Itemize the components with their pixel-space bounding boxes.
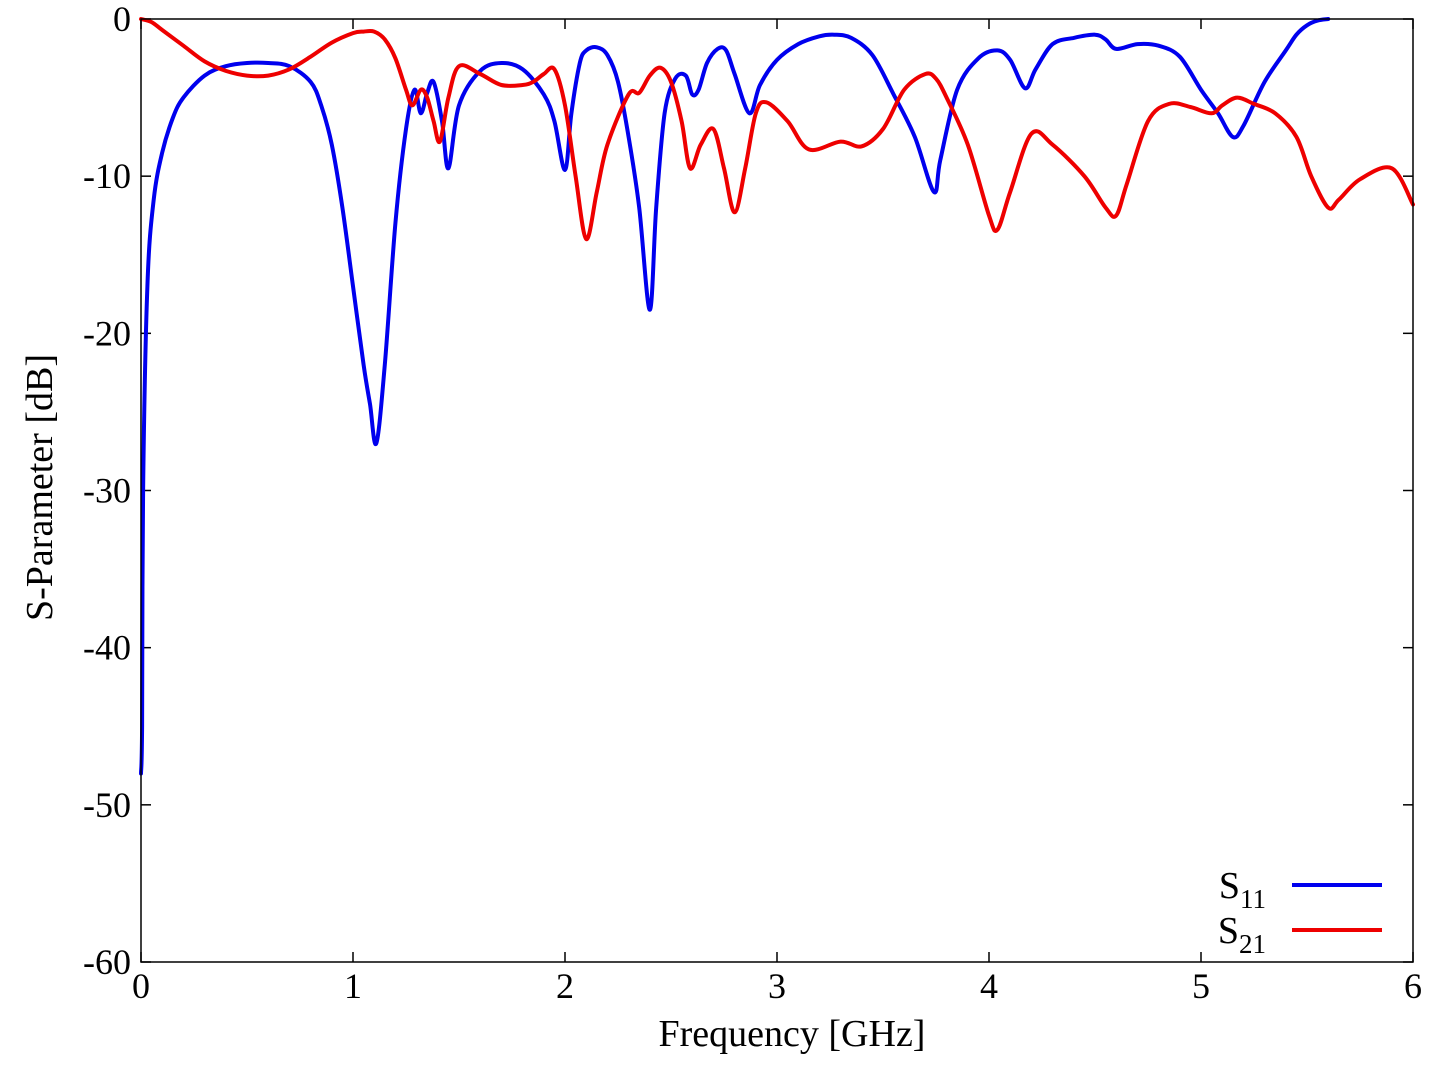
legend-entry-s21: S21 [1218, 910, 1382, 959]
y-tick-label: -60 [83, 942, 131, 982]
y-axis-label: S-Parameter [dB] [19, 354, 61, 621]
x-tick-label: 1 [344, 966, 362, 1006]
x-tick-labels: 0 1 2 3 4 5 6 [132, 966, 1422, 1006]
x-axis-label: Frequency [GHz] [659, 1013, 926, 1055]
legend: S11 S21 [1218, 865, 1382, 959]
plot-curves [139, 17, 1415, 776]
y-tick-label: 0 [113, 0, 131, 39]
series-line-s11 [139, 17, 1331, 776]
x-tick-label: 5 [1192, 966, 1210, 1006]
legend-sub-s21: 21 [1239, 929, 1266, 959]
legend-sub-s11: 11 [1240, 884, 1266, 914]
y-tick-label: -20 [83, 313, 131, 353]
x-tick-label: 6 [1404, 966, 1422, 1006]
y-tick-label: -40 [83, 628, 131, 668]
legend-entry-s11: S11 [1219, 865, 1382, 914]
x-tick-label: 0 [132, 966, 150, 1006]
x-tick-label: 3 [768, 966, 786, 1006]
svg-text:S21: S21 [1218, 910, 1266, 959]
x-tick-label: 4 [980, 966, 998, 1006]
legend-label-s21: S [1218, 910, 1239, 952]
y-tick-label: -50 [83, 785, 131, 825]
series-line-s21 [139, 17, 1415, 242]
x-tick-label: 2 [556, 966, 574, 1006]
legend-label-s11: S [1219, 865, 1240, 907]
svg-text:S11: S11 [1219, 865, 1266, 914]
y-tick-labels: 0 -10 -20 -30 -40 -50 -60 [83, 0, 131, 982]
y-tick-label: -30 [83, 471, 131, 511]
plot-frame [140, 18, 1414, 963]
y-tick-label: -10 [83, 156, 131, 196]
axis-ticks [140, 18, 1414, 963]
